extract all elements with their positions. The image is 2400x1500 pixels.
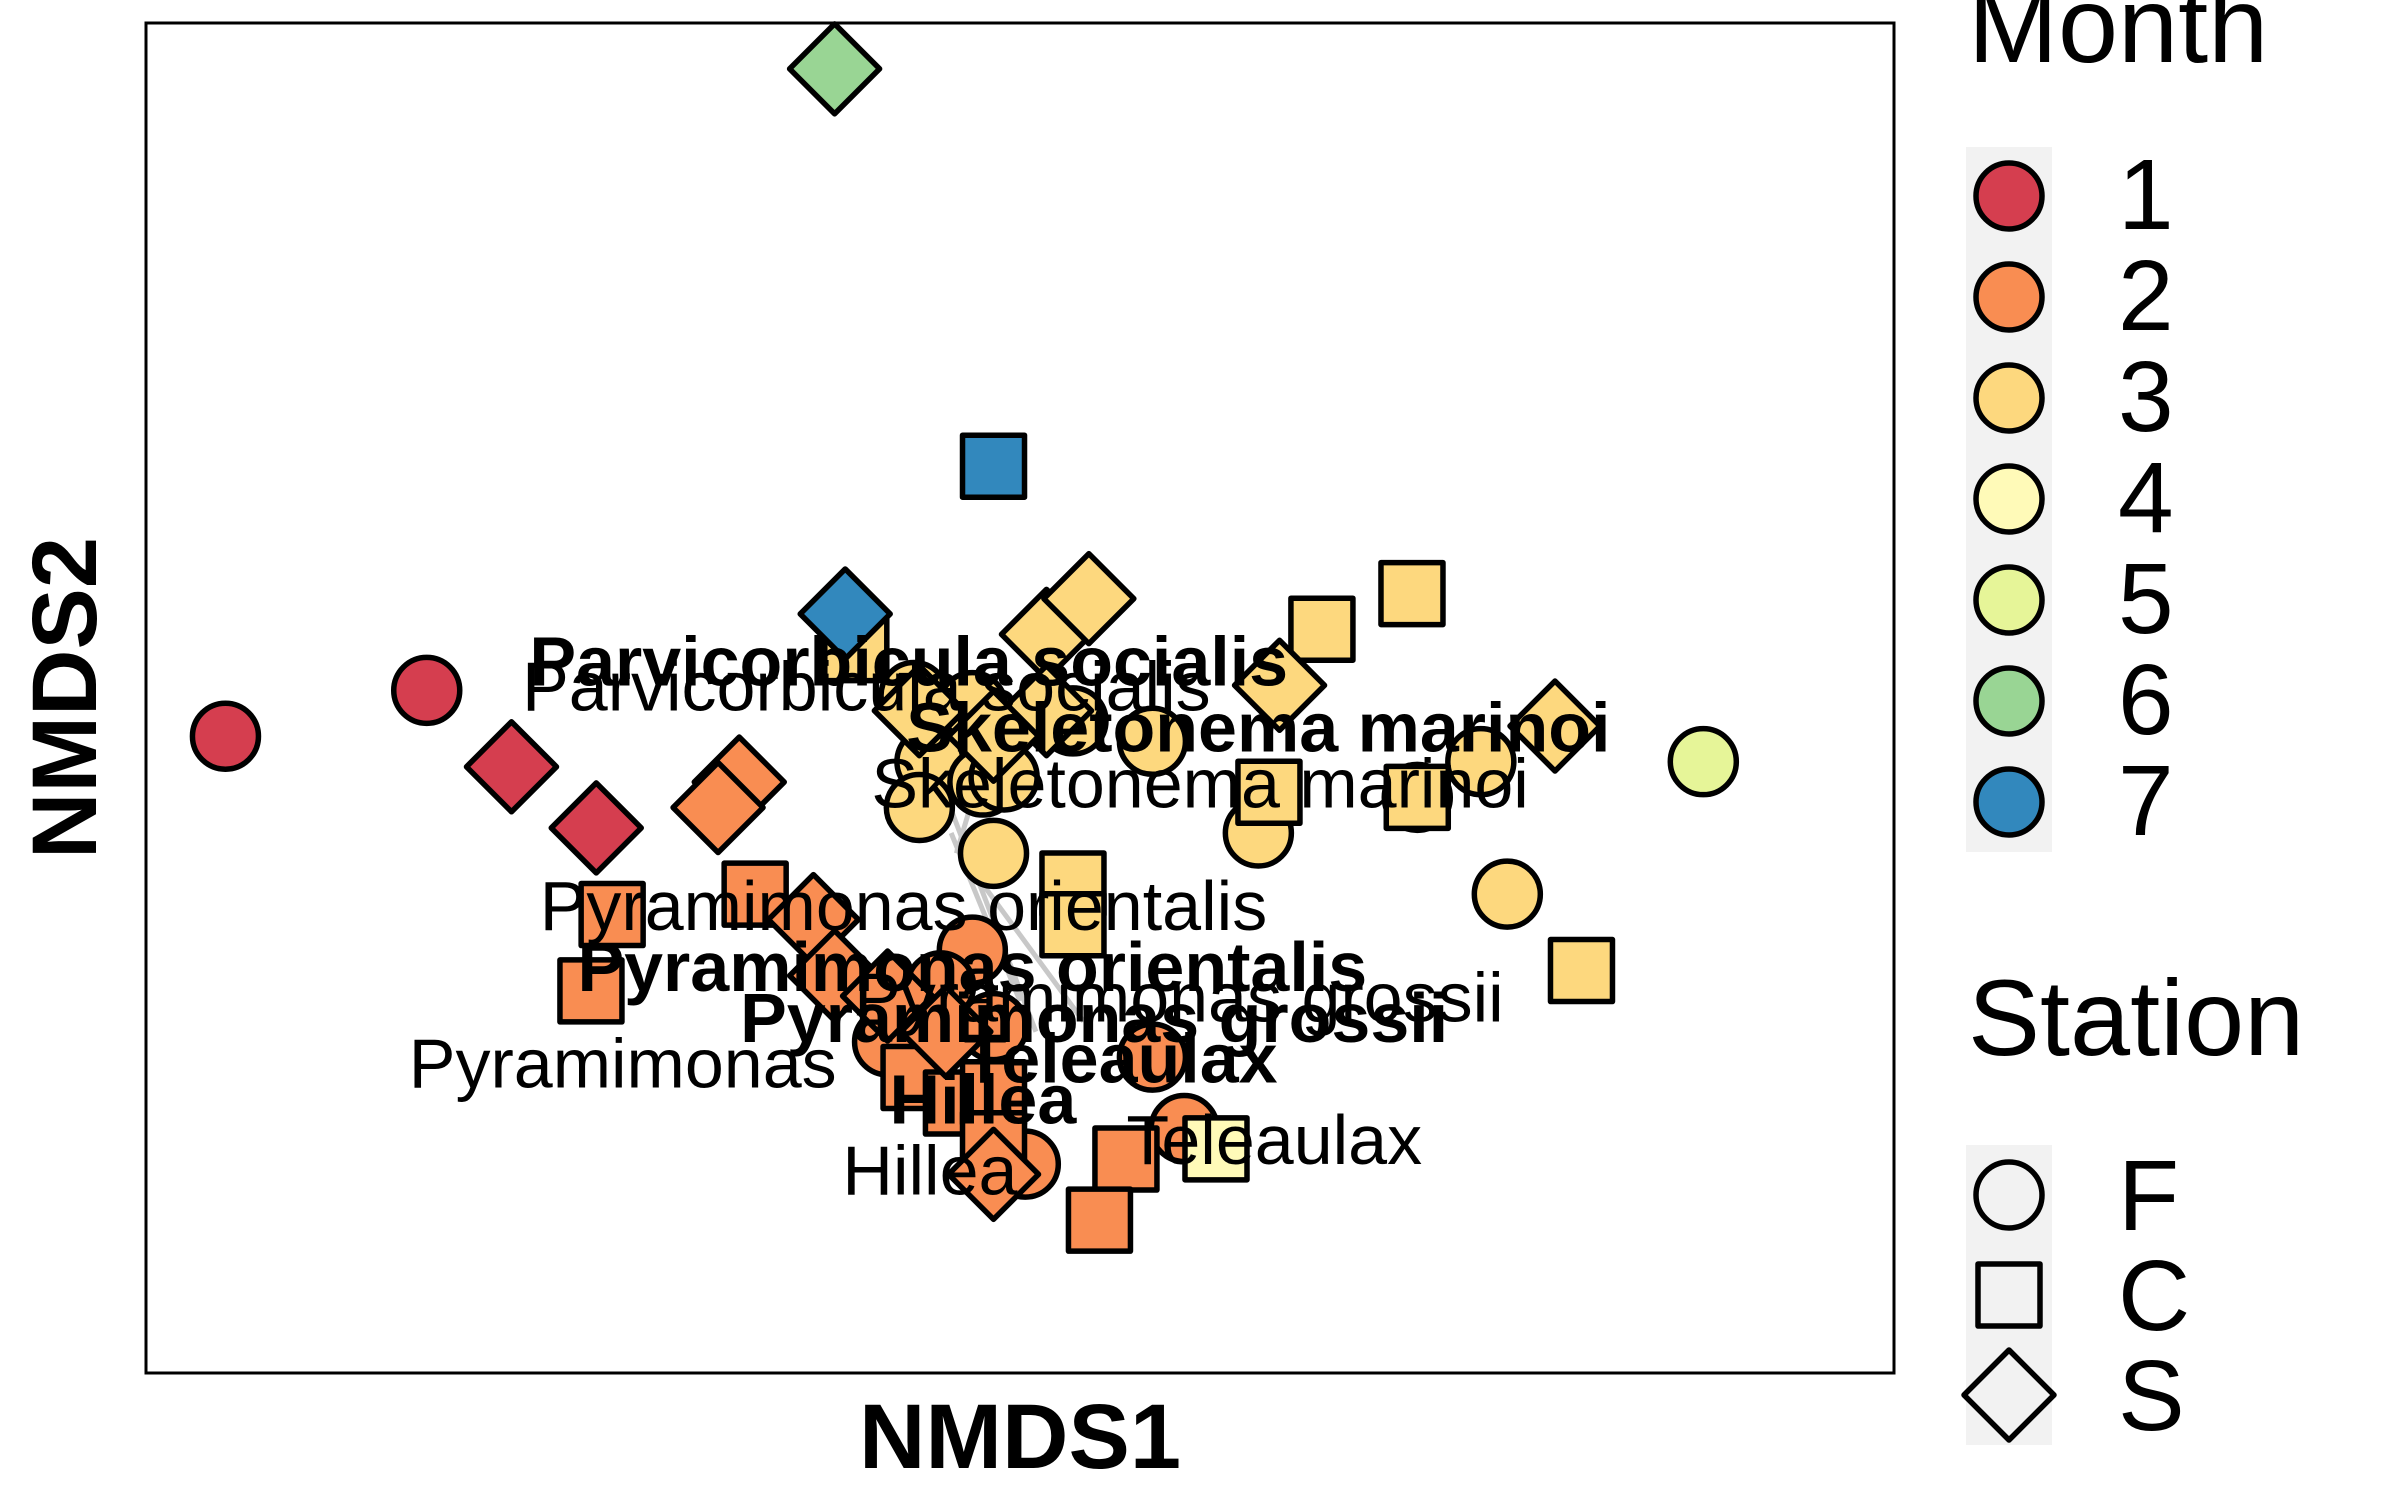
legend-month-label: 2 bbox=[2118, 240, 2174, 352]
data-point bbox=[463, 719, 560, 815]
species-label: Pyramimonas bbox=[409, 1025, 837, 1103]
legend-month-label: 1 bbox=[2118, 139, 2174, 251]
y-axis-title: NMDS2 bbox=[14, 537, 116, 859]
data-point bbox=[1547, 936, 1616, 1005]
legend-month-label: 3 bbox=[2118, 341, 2174, 453]
data-point bbox=[871, 662, 968, 759]
legend-month-key bbox=[1973, 463, 2045, 535]
data-point bbox=[1471, 858, 1544, 930]
legend-station-key bbox=[1975, 1261, 2043, 1329]
data-point bbox=[945, 1126, 1042, 1223]
species-label: Hillea bbox=[890, 1060, 1078, 1138]
species-label: Skeletonema marinoi bbox=[906, 688, 1610, 766]
data-point bbox=[797, 566, 893, 662]
data-point bbox=[1041, 550, 1137, 647]
data-point bbox=[557, 957, 625, 1025]
legend-station-key bbox=[1961, 1347, 2057, 1443]
legend-station-label: F bbox=[2118, 1140, 2179, 1252]
legend-month-label: 5 bbox=[2118, 543, 2174, 655]
species-label: Pyramimonas grossii bbox=[740, 979, 1448, 1057]
species-label: Teleaulax bbox=[964, 1020, 1278, 1098]
species-label: Skeletonema marinoi bbox=[871, 745, 1529, 823]
data-point bbox=[578, 880, 646, 949]
data-point bbox=[670, 759, 766, 856]
legend-month-label: 7 bbox=[2118, 745, 2174, 857]
legend-month-key bbox=[1973, 564, 2045, 636]
species-label: Pyramimonas orientalis bbox=[577, 928, 1367, 1006]
data-point bbox=[898, 983, 994, 1080]
plot-panel-border bbox=[144, 21, 1896, 1375]
data-point bbox=[1182, 1115, 1250, 1183]
legend-station-label: S bbox=[2118, 1340, 2185, 1452]
species-label: Teleaulax bbox=[1126, 1101, 1422, 1179]
data-point bbox=[1116, 705, 1189, 778]
legend-month-key bbox=[1973, 665, 2045, 737]
data-point bbox=[1445, 725, 1517, 798]
data-point bbox=[1507, 678, 1603, 774]
legend-month-key bbox=[1973, 766, 2045, 838]
data-point bbox=[786, 21, 883, 117]
legend-station: Station FCS bbox=[1961, 957, 2304, 1452]
species-label: Parvicorbicula socialis bbox=[529, 622, 1288, 700]
x-axis-title: NMDS1 bbox=[859, 1386, 1181, 1488]
data-point bbox=[1667, 725, 1740, 798]
data-point bbox=[1231, 637, 1328, 734]
species-label: Hillea bbox=[842, 1132, 1017, 1210]
data-point bbox=[1378, 559, 1446, 628]
data-points bbox=[189, 21, 1740, 1254]
data-point bbox=[390, 654, 463, 727]
data-point bbox=[1039, 890, 1107, 959]
data-point bbox=[1235, 758, 1303, 826]
legend-month-title: Month bbox=[1968, 0, 2268, 85]
species-label: Parvicorbicula socialis bbox=[522, 648, 1211, 726]
data-point bbox=[883, 771, 956, 844]
species-connector-line bbox=[938, 781, 1039, 1033]
legend-month-key bbox=[1973, 160, 2045, 232]
data-point bbox=[189, 700, 262, 772]
data-point bbox=[1116, 1021, 1189, 1093]
data-point bbox=[1065, 1186, 1134, 1254]
legend-station-title: Station bbox=[1968, 957, 2304, 1078]
data-point bbox=[1092, 1125, 1160, 1193]
data-point bbox=[957, 817, 1030, 890]
legend-station-key bbox=[1973, 1159, 2045, 1231]
legend-month-label: 4 bbox=[2118, 442, 2174, 554]
data-point bbox=[548, 780, 644, 876]
species-label: Pyramimonas grossii bbox=[854, 958, 1504, 1036]
data-point bbox=[1383, 763, 1452, 832]
data-point bbox=[1288, 595, 1356, 663]
data-point bbox=[945, 688, 1042, 784]
legend-month-label: 6 bbox=[2118, 644, 2174, 756]
data-point bbox=[959, 432, 1028, 500]
data-point bbox=[839, 948, 936, 1044]
legend-month-key bbox=[1973, 261, 2045, 333]
legend-month-key bbox=[1973, 362, 2045, 434]
species-label: Pyramimonas orientalis bbox=[540, 867, 1267, 945]
legend-station-label: C bbox=[2118, 1240, 2190, 1352]
